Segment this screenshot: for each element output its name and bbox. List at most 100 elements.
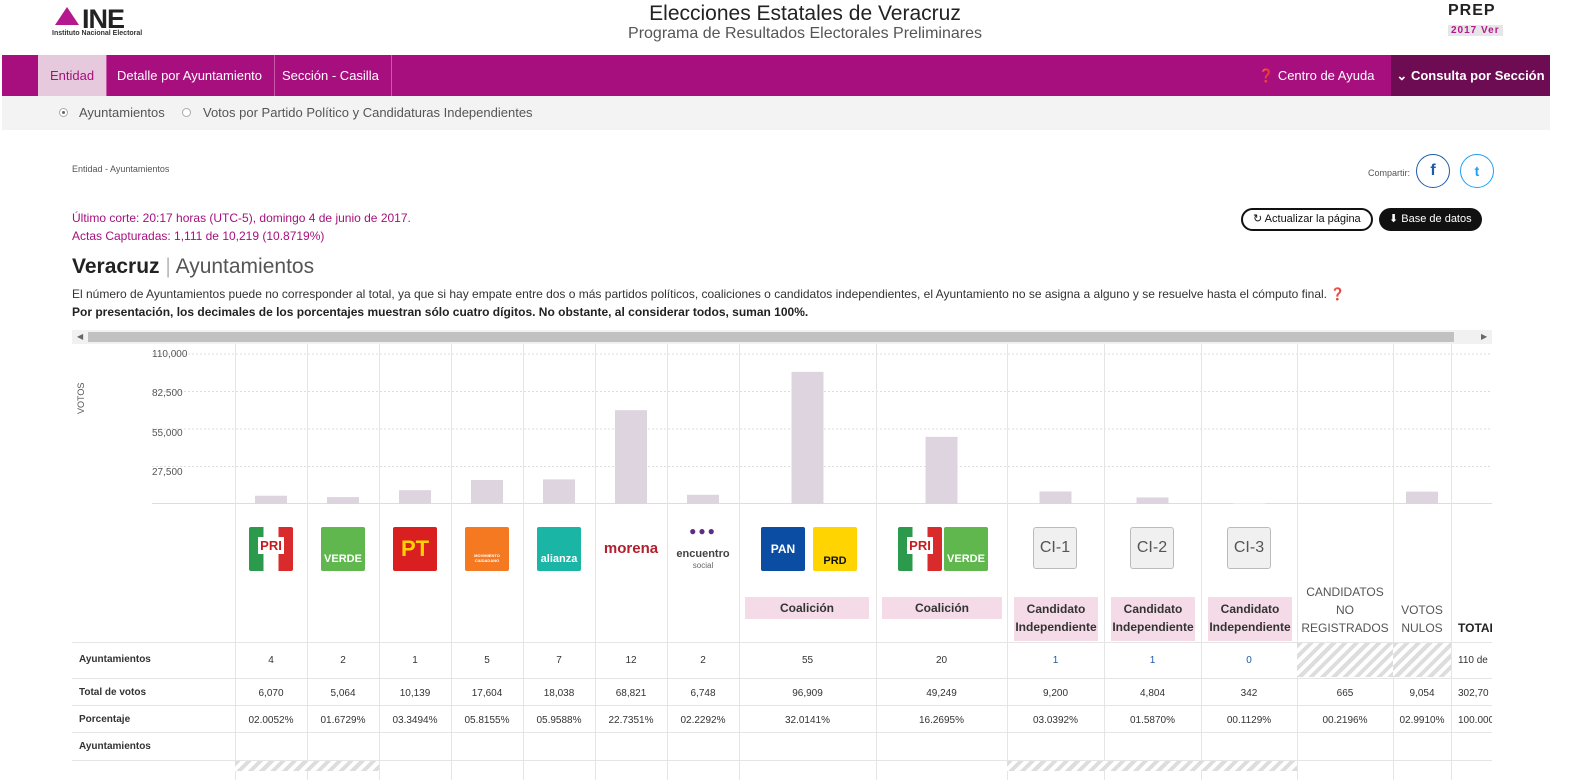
bar-ci-1[interactable] [1039,491,1072,504]
prep-logo-top: PREP [1448,2,1496,19]
pt-logo: PT [393,527,437,571]
table-cell: 01.6729% [320,715,366,726]
bar-votos-nulos[interactable] [1406,491,1438,504]
coalition-header-pan-prd: PAN PRD Coalición [739,504,876,644]
bar-pt[interactable] [399,490,431,504]
bar-nueva-alianza[interactable] [543,479,575,504]
bar-verde[interactable] [327,497,359,504]
bar-encuentro-social[interactable] [687,494,719,504]
bar-pri[interactable] [255,495,287,504]
heading-separator: | [165,255,171,278]
table-cell: 1 [412,655,418,666]
refresh-page-button[interactable]: ↻ Actualizar la página [1241,208,1373,231]
scrollbar-thumb[interactable] [88,332,1454,342]
party-header-mc: MOVIMIENTO CIUDADANO [451,504,523,644]
note-decimales: Por presentación, los decimales de los p… [72,305,809,319]
table-cell: 665 [1336,688,1354,699]
actas-capturadas-text: Actas Capturadas: 1,111 de 10,219 (10.87… [72,229,325,243]
table-cell: 02.0052% [248,715,294,726]
bar-mc[interactable] [471,479,503,504]
nav-tab-detalle-ayuntamiento[interactable]: Detalle por Ayuntamiento [105,55,276,96]
column-divider [739,344,740,780]
column-divider [1297,344,1298,780]
row-label-porcentaje: Porcentaje [79,714,131,725]
hatch-cell-no-registrados [1297,643,1393,677]
column-divider [235,344,236,780]
page-title: Elecciones Estatales de Veracruz [649,2,961,25]
independent-header-ci3: CI-3 Candidato Independiente [1201,504,1297,644]
table-cell: 01.5870% [1129,715,1176,726]
table-cell: 05.8155% [464,715,510,726]
table-cell: 00.2196% [1322,715,1368,726]
table-cell: 49,249 [926,688,957,699]
twitter-icon: t [1474,163,1480,179]
prep-logo-bottom: 2017 Ver [1448,25,1503,36]
column-divider [876,344,877,780]
table-cell: 12 [625,655,637,666]
ci1-badge: CI-1 [1033,527,1077,569]
radio-label-ayuntamientos[interactable]: Ayuntamientos [79,105,165,120]
table-row-total-votos: Total de votos 6,070 5,064 10,139 17,604 18,… [72,678,1492,706]
table-cell: 6,070 [258,688,284,699]
y-tick-label: 82,500 [152,388,183,399]
table-cell: 7 [556,655,562,666]
alianza-logo-text: alianza [540,553,578,565]
pri-logo: PRI [898,527,942,571]
table-cell: 2 [700,655,706,666]
nav-tab-seccion-casilla[interactable]: Sección - Casilla [270,55,392,96]
table-cell: 6,748 [690,688,716,699]
table-cell: 02.9910% [1399,715,1445,726]
database-download-button[interactable]: ⬇ Base de datos [1379,208,1482,231]
total-label: TOTAL [1458,621,1492,635]
column-divider [379,344,380,780]
horizontal-scrollbar[interactable]: ◀ ▶ [72,330,1492,344]
radio-label-votos-partido[interactable]: Votos por Partido Político y Candidatura… [203,105,533,120]
column-divider [451,344,452,780]
scroll-left-icon[interactable]: ◀ [77,332,84,341]
table-cell: 0 [1246,655,1252,666]
column-divider [667,344,668,780]
party-header-pri: PRI [235,504,307,644]
bar-ci-2[interactable] [1136,497,1169,504]
section-heading: Veracruz | Ayuntamientos [72,255,314,279]
bar-morena[interactable] [615,410,647,504]
help-center-link[interactable]: ❓ Centro de Ayuda [1258,55,1374,96]
verde-logo-text: VERDE [947,553,985,565]
facebook-share-button[interactable]: f [1416,154,1450,188]
independent-candidate-label: Candidato Independiente [1111,597,1195,641]
table-cell: 4,804 [1139,688,1166,699]
ci2-badge: CI-2 [1130,527,1174,569]
table-cell: 17,604 [471,688,503,699]
party-header-verde: VERDE [307,504,379,644]
no-registrados-label: CANDIDATOS NO REGISTRADOS [1301,585,1389,635]
no-registrados-header: CANDIDATOS NO REGISTRADOS [1297,504,1393,644]
radio-votos-partido[interactable] [182,108,191,117]
prep-logo: PREP 2017 Ver [1448,2,1516,36]
hatch-cell [235,761,379,771]
table-row-ayuntamientos: Ayuntamientos 4 2 1 5 7 12 2 55 20 1 1 0 110 de [72,642,1492,678]
share-label: Compartir: [1368,168,1411,178]
help-center-label: Centro de Ayuda [1277,68,1375,83]
table-cell: 32.0141% [784,715,831,726]
row-label-ayuntamientos-detail: Ayuntamientos [79,741,151,752]
ine-logo: INE Instituto Nacional Electoral [52,4,162,38]
breadcrumb: Entidad - Ayuntamientos [72,164,170,174]
twitter-share-button[interactable]: t [1460,154,1494,188]
table-cell: 00.1129% [1226,715,1272,726]
nav-tab-entidad[interactable]: Entidad [38,55,108,96]
bar-pan-prd[interactable] [791,371,824,504]
scroll-right-icon[interactable]: ▶ [1481,332,1488,341]
column-divider [1201,344,1202,780]
radio-ayuntamientos[interactable] [59,108,68,117]
table-cell: 20 [935,655,948,666]
nueva-alianza-logo: alianza [537,527,581,571]
votos-nulos-header: VOTOS NULOS [1393,504,1451,644]
prd-logo: PRD [813,527,857,571]
question-circle-icon[interactable]: ❓ [1330,287,1346,301]
consulta-seccion-button[interactable]: ⌄ Consulta por Sección [1391,55,1550,96]
bar-pri-verde[interactable] [925,436,958,504]
row-label-ayuntamientos: Ayuntamientos [79,654,151,665]
verde-logo-text: VERDE [324,553,362,565]
bar-candidatos-no-registrados[interactable] [1329,503,1361,504]
table-cell: 68,821 [615,688,647,699]
